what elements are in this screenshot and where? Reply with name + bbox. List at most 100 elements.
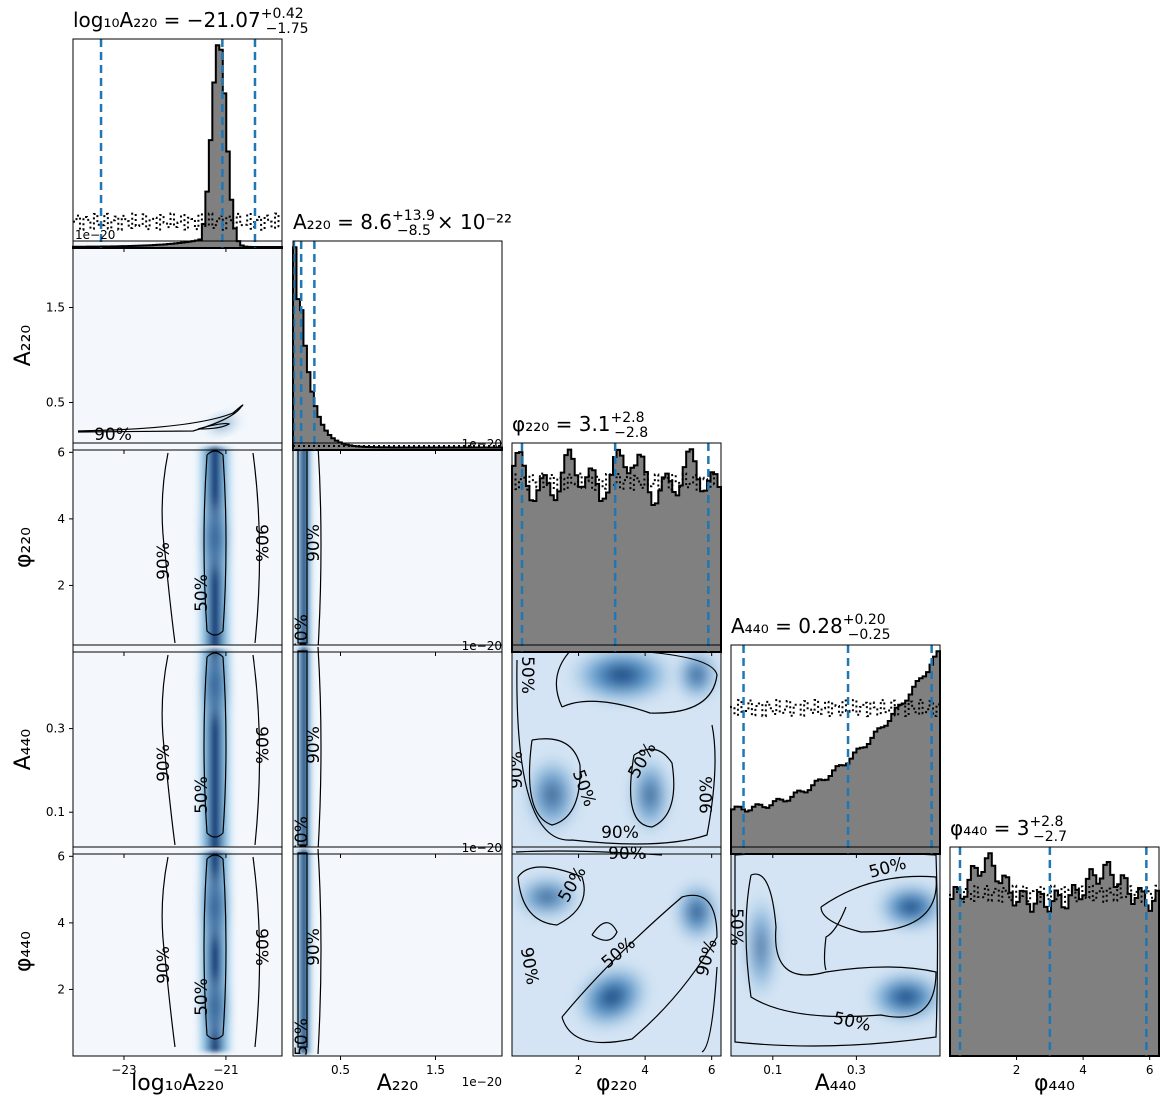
- y-tick-label: 0.1: [46, 805, 65, 819]
- density-mode: [871, 879, 940, 935]
- axis-offset-text: 1e−20: [462, 437, 502, 451]
- density-phi220-phi440: 90%50%50%90% 90%: [512, 844, 721, 1056]
- x-axis-label-logA220: log₁₀A₂₂₀: [131, 1071, 224, 1096]
- contour-90: [77, 404, 244, 433]
- axis-offset-text: 1e−20: [462, 1075, 502, 1089]
- x-tick-label: 0.3: [847, 1063, 866, 1077]
- density-phi220-A440: 90%50%50%50%90%90%90%: [507, 645, 721, 854]
- histogram-phi220: [511, 443, 722, 653]
- histogram-bars: [292, 246, 503, 451]
- histogram-phi440: [949, 847, 1160, 1057]
- axis-offset-text: 1e−20: [75, 228, 115, 242]
- x-axis-label-phi440: φ₄₄₀: [1034, 1071, 1075, 1096]
- density-panel-bg: [73, 645, 282, 854]
- density-mode: [512, 871, 585, 923]
- prior-histogram: [511, 472, 721, 491]
- x-axis-label-phi220: φ₂₂₀: [596, 1071, 637, 1096]
- contour-50: [555, 648, 718, 714]
- contour-label-90: 90%: [94, 425, 132, 445]
- panel-frame: [511, 846, 722, 1057]
- contour-50: [197, 422, 231, 430]
- contour-label-50: 50%: [726, 908, 746, 946]
- density-mode: [569, 959, 655, 1035]
- contour-label-90: 90%: [507, 751, 527, 789]
- histogram-bars: [730, 650, 941, 855]
- density-mode: [562, 645, 682, 709]
- panel-frame: [72, 38, 283, 249]
- contour-50: [629, 748, 675, 828]
- contour-label-90: 90%: [697, 776, 717, 814]
- density-logA220-A220: 90%: [73, 241, 282, 450]
- x-tick-label: 6: [708, 1063, 716, 1077]
- contour-label-90: 90%: [251, 726, 271, 764]
- density-panel-bg: [293, 645, 502, 854]
- density-panel-bg: [293, 847, 502, 1056]
- density-core: [203, 645, 227, 725]
- density-logA220-A440: 50% 90% 90%: [154, 645, 271, 850]
- density-A220-phi220: 50% 90%: [293, 444, 324, 652]
- contour-50: [591, 922, 618, 941]
- contour-50: [745, 873, 937, 1018]
- contour-90: [161, 452, 261, 644]
- panel-frame: [730, 846, 941, 1057]
- density-mode: [625, 750, 675, 840]
- x-tick-label: 1.5: [426, 1063, 445, 1077]
- y-tick-label: 0.5: [46, 396, 65, 410]
- contour-90: [317, 848, 322, 1055]
- density-A220-A440: 50% 90%: [292, 646, 324, 854]
- panel-frame: [72, 240, 283, 451]
- contour-label-90: 90%: [154, 744, 174, 782]
- density-mode: [520, 750, 584, 840]
- y-tick-label: 6: [57, 445, 65, 459]
- y-tick-label: 2: [57, 982, 65, 996]
- title-A440: A₄₄₀ = 0.28+0.20 −0.25: [731, 612, 891, 643]
- contour-label-50: 50%: [192, 776, 212, 814]
- density-panel-bg: [293, 443, 502, 652]
- title-phi440: φ₄₄₀ = 3+2.8 −2.7: [950, 814, 1067, 845]
- panel-frame: [511, 644, 722, 855]
- density-logA220-phi220: 50% 90% 90%: [154, 447, 271, 648]
- x-tick-label: 2: [575, 1063, 583, 1077]
- title-phi220: φ₂₂₀ = 3.1+2.8 −2.8: [512, 410, 648, 441]
- contour-label-90: 90%: [601, 823, 639, 843]
- y-axis-label-A440: A₄₄₀: [11, 729, 36, 771]
- panel-frame: [292, 846, 503, 1057]
- contour-50: [203, 450, 227, 636]
- panel-frame: [72, 846, 283, 1057]
- histogram-bars: [949, 852, 1160, 1057]
- contour-50: [297, 852, 308, 1048]
- x-axis-label-A220: A₂₂₀: [377, 1071, 419, 1096]
- y-axis-label-A220: A₂₂₀: [11, 325, 36, 367]
- contour-50: [297, 650, 308, 846]
- panel-frame: [72, 442, 283, 653]
- density-core: [203, 867, 227, 947]
- y-tick-label: 0.3: [46, 722, 65, 736]
- contour-50: [528, 738, 581, 826]
- panel-frame: [949, 846, 1160, 1057]
- y-tick-label: 4: [57, 916, 65, 930]
- y-axis-label-phi440: φ₄₄₀: [11, 931, 36, 972]
- histogram-bars: [72, 44, 283, 249]
- y-tick-label: 4: [57, 512, 65, 526]
- contour-label-90: 90%: [304, 928, 324, 966]
- y-tick-label: 1.5: [46, 301, 65, 315]
- density-A220-phi440: 50% 90%: [293, 848, 324, 1056]
- contour-label-90: 90%: [251, 928, 271, 966]
- x-tick-label: −21: [213, 1063, 238, 1077]
- prior-histogram: [730, 698, 940, 718]
- density-panel-bg: [73, 443, 282, 652]
- contour-label-50: 50%: [292, 816, 312, 854]
- contour-50: [517, 866, 585, 926]
- contour-90: [317, 646, 322, 853]
- x-tick-label: 4: [641, 1063, 649, 1077]
- density-mode: [671, 877, 721, 947]
- contour-90: [317, 444, 322, 651]
- contour-90: [161, 654, 261, 846]
- contour-label-50: 50%: [192, 574, 212, 612]
- y-axis-label-phi220: φ₂₂₀: [11, 527, 36, 568]
- axis-offset-text: 1e−20: [462, 639, 502, 653]
- density-panel-bg: [73, 847, 282, 1056]
- panel-frame: [72, 644, 283, 855]
- contour-label-90: 90%: [608, 844, 646, 864]
- contour-50: [561, 894, 718, 1044]
